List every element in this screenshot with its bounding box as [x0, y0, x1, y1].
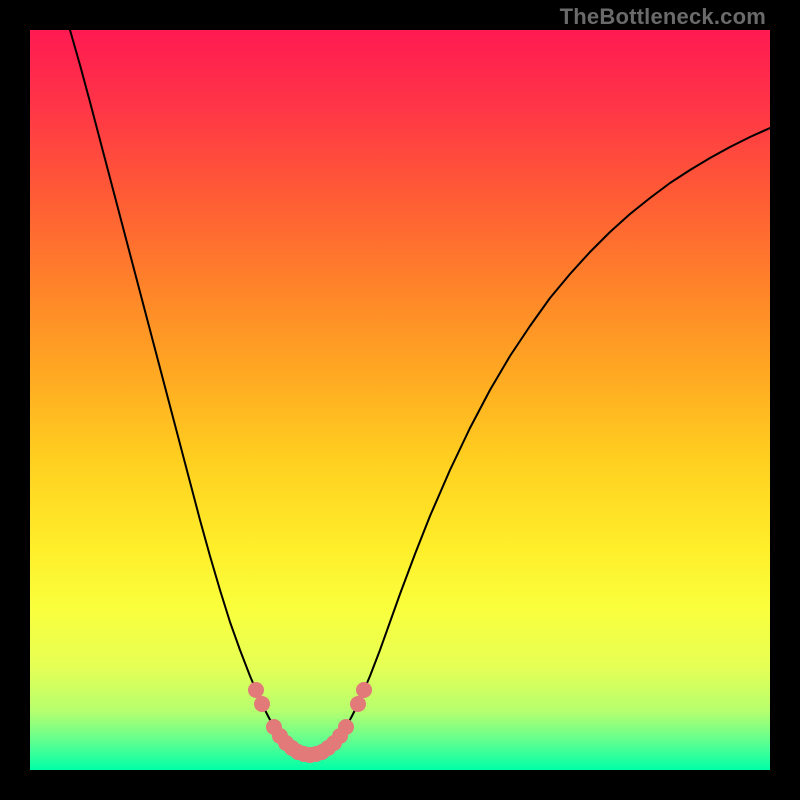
curve-marker — [254, 696, 270, 712]
plot-area — [30, 30, 770, 770]
watermark-text: TheBottleneck.com — [560, 4, 766, 30]
curve-marker — [248, 682, 264, 698]
bottleneck-curve — [70, 30, 770, 755]
curve-marker — [338, 719, 354, 735]
curve-markers — [248, 682, 372, 763]
curve-marker — [350, 696, 366, 712]
curve-marker — [356, 682, 372, 698]
curve-layer — [30, 30, 770, 770]
chart-frame: TheBottleneck.com — [0, 0, 800, 800]
